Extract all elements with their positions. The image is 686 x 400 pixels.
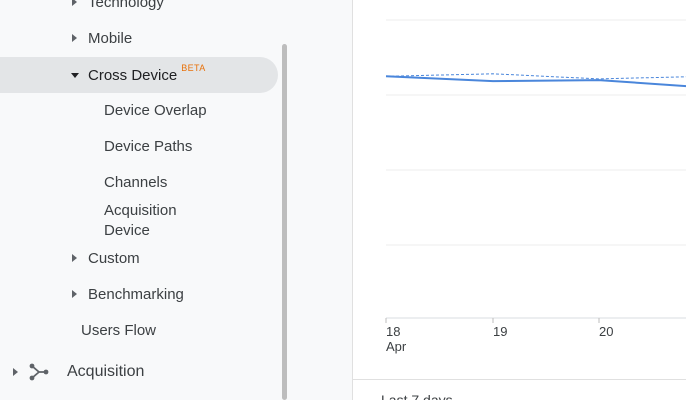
sidebar-item-technology[interactable]: Technology (0, 0, 278, 20)
sidebar-item-label: Cross Device (88, 66, 178, 84)
sidebar-item-label: Acquisition (67, 363, 145, 380)
date-range-label[interactable]: Last 7 days (381, 392, 453, 400)
sidebar-item-label: Device Overlap (104, 101, 207, 119)
panel-divider (353, 379, 686, 380)
sidebar-item-acquisition-device[interactable]: Acquisition Device (104, 201, 177, 241)
sidebar-item-mobile[interactable]: Mobile (0, 20, 278, 56)
sidebar-item-label-line1: Acquisition (104, 202, 177, 219)
caret-right-icon (13, 368, 18, 376)
x-tick-label-month: Apr (386, 339, 407, 354)
sidebar-scrollbar[interactable] (282, 44, 287, 400)
chart-panel: 18 Apr 19 20 Last 7 days (353, 0, 686, 400)
series-line-primary[interactable] (385, 75, 686, 88)
caret-right-icon (72, 290, 77, 298)
sidebar-item-custom[interactable]: Custom (0, 240, 278, 276)
sidebar-item-users-flow[interactable]: Users Flow (0, 312, 278, 348)
caret-down-icon (71, 73, 79, 78)
sidebar-item-label: Custom (88, 249, 140, 267)
sidebar-item-label: Channels (104, 173, 168, 191)
sidebar-item-label: Benchmarking (88, 285, 184, 303)
sidebar-nav: Technology Mobile Cross Device BETA Devi… (0, 0, 353, 400)
chart-grid (385, 19, 686, 323)
caret-right-icon (72, 0, 77, 6)
sidebar-item-label: Users Flow (81, 321, 157, 339)
caret-right-icon (72, 34, 77, 42)
series-line-comparison[interactable] (385, 73, 686, 80)
sidebar-item-channels[interactable]: Channels (0, 164, 278, 200)
sidebar-item-device-overlap[interactable]: Device Overlap (0, 92, 278, 128)
sidebar-item-label: Technology (88, 0, 164, 11)
caret-right-icon (72, 254, 77, 262)
x-tick-label: 20 (599, 324, 613, 339)
sidebar-item-device-paths[interactable]: Device Paths (0, 128, 278, 164)
sidebar-item-label: Mobile (88, 29, 133, 47)
sidebar-item-acquisition[interactable]: Acquisition (0, 354, 300, 390)
sidebar-item-benchmarking[interactable]: Benchmarking (0, 276, 278, 312)
acquisition-icon (29, 363, 49, 381)
sidebar-item-cross-device[interactable]: Cross Device BETA (0, 57, 278, 93)
chart-series (385, 73, 686, 88)
x-tick-label: 18 (386, 324, 400, 339)
beta-badge: BETA (181, 63, 206, 73)
x-tick-label: 19 (493, 324, 507, 339)
sidebar-item-label-line2: Device (104, 222, 150, 239)
sidebar-item-label: Device Paths (104, 137, 193, 155)
